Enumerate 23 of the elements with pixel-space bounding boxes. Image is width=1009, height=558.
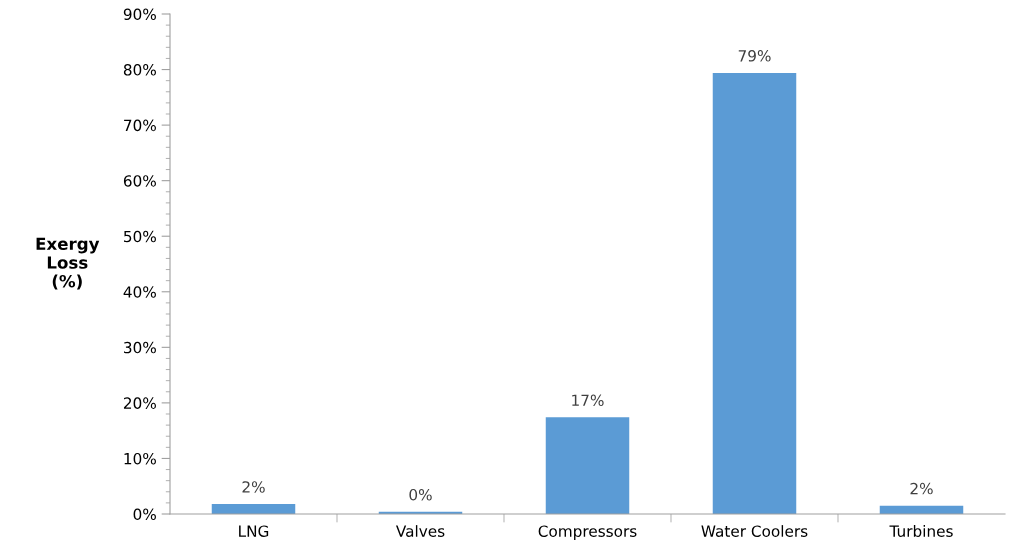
y-tick-label: 50%: [124, 230, 156, 243]
y-axis-title: Exergy Loss (%): [36, 237, 100, 290]
data-label: 2%: [910, 482, 933, 495]
bar: [712, 72, 797, 514]
data-label: 79%: [738, 50, 771, 62]
y-tick-label: 30%: [124, 341, 156, 354]
y-tick-label: 60%: [123, 175, 156, 187]
data-label: 2%: [242, 481, 265, 493]
x-tick-label: Water Coolers: [701, 525, 808, 537]
y-tick-label: 10%: [124, 452, 156, 465]
x-tick-label: Compressors: [538, 525, 637, 540]
y-tick-label: 0%: [133, 508, 156, 521]
y-tick-label: 40%: [123, 286, 156, 298]
data-label: 17%: [572, 394, 604, 407]
y-tick-label: 80%: [123, 64, 156, 76]
data-label: 0%: [409, 488, 432, 501]
x-tick-label: Turbines: [889, 525, 953, 537]
bar: [545, 417, 630, 514]
y-tick-label: 20%: [123, 397, 156, 409]
x-tick-label: LNG: [239, 525, 269, 537]
y-tick-label: 70%: [124, 119, 156, 132]
y-tick-label: 90%: [123, 8, 156, 21]
x-tick-label: Valves: [395, 525, 445, 537]
